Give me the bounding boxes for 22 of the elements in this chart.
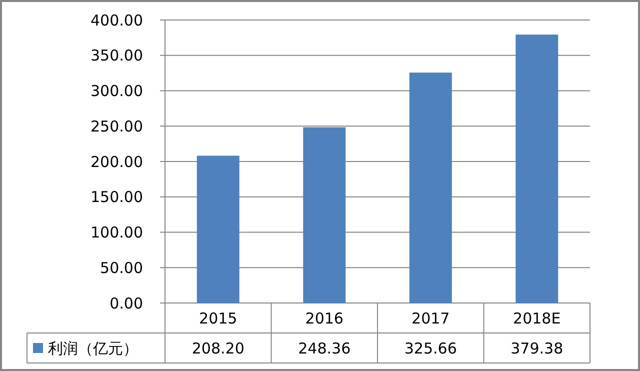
- x-tick-label: 2015: [199, 309, 238, 328]
- y-tick-label: 100.00: [90, 224, 143, 242]
- x-tick-label: 2016: [305, 309, 344, 328]
- x-tick-label: 2017: [412, 309, 450, 328]
- bar: [196, 156, 240, 303]
- data-label: 248.36: [298, 339, 351, 358]
- y-tick-label: 400.00: [90, 11, 143, 30]
- y-tick-label: 350.00: [90, 46, 143, 65]
- y-tick-label: 150.00: [90, 188, 143, 206]
- y-tick-label: 0.00: [110, 294, 143, 312]
- data-label: 379.38: [510, 339, 564, 358]
- y-tick-label: 50.00: [100, 258, 143, 277]
- legend-label: 利润（亿元）: [48, 339, 138, 358]
- data-label: 325.66: [404, 339, 457, 358]
- bar: [303, 127, 346, 303]
- y-tick-label: 200.00: [90, 152, 143, 171]
- y-tick-label: 300.00: [90, 82, 143, 100]
- bar: [409, 72, 452, 303]
- y-tick-label: 250.00: [90, 117, 143, 136]
- x-tick-label: 2018E: [513, 309, 561, 328]
- bar: [516, 34, 558, 303]
- data-label: 208.20: [192, 339, 244, 358]
